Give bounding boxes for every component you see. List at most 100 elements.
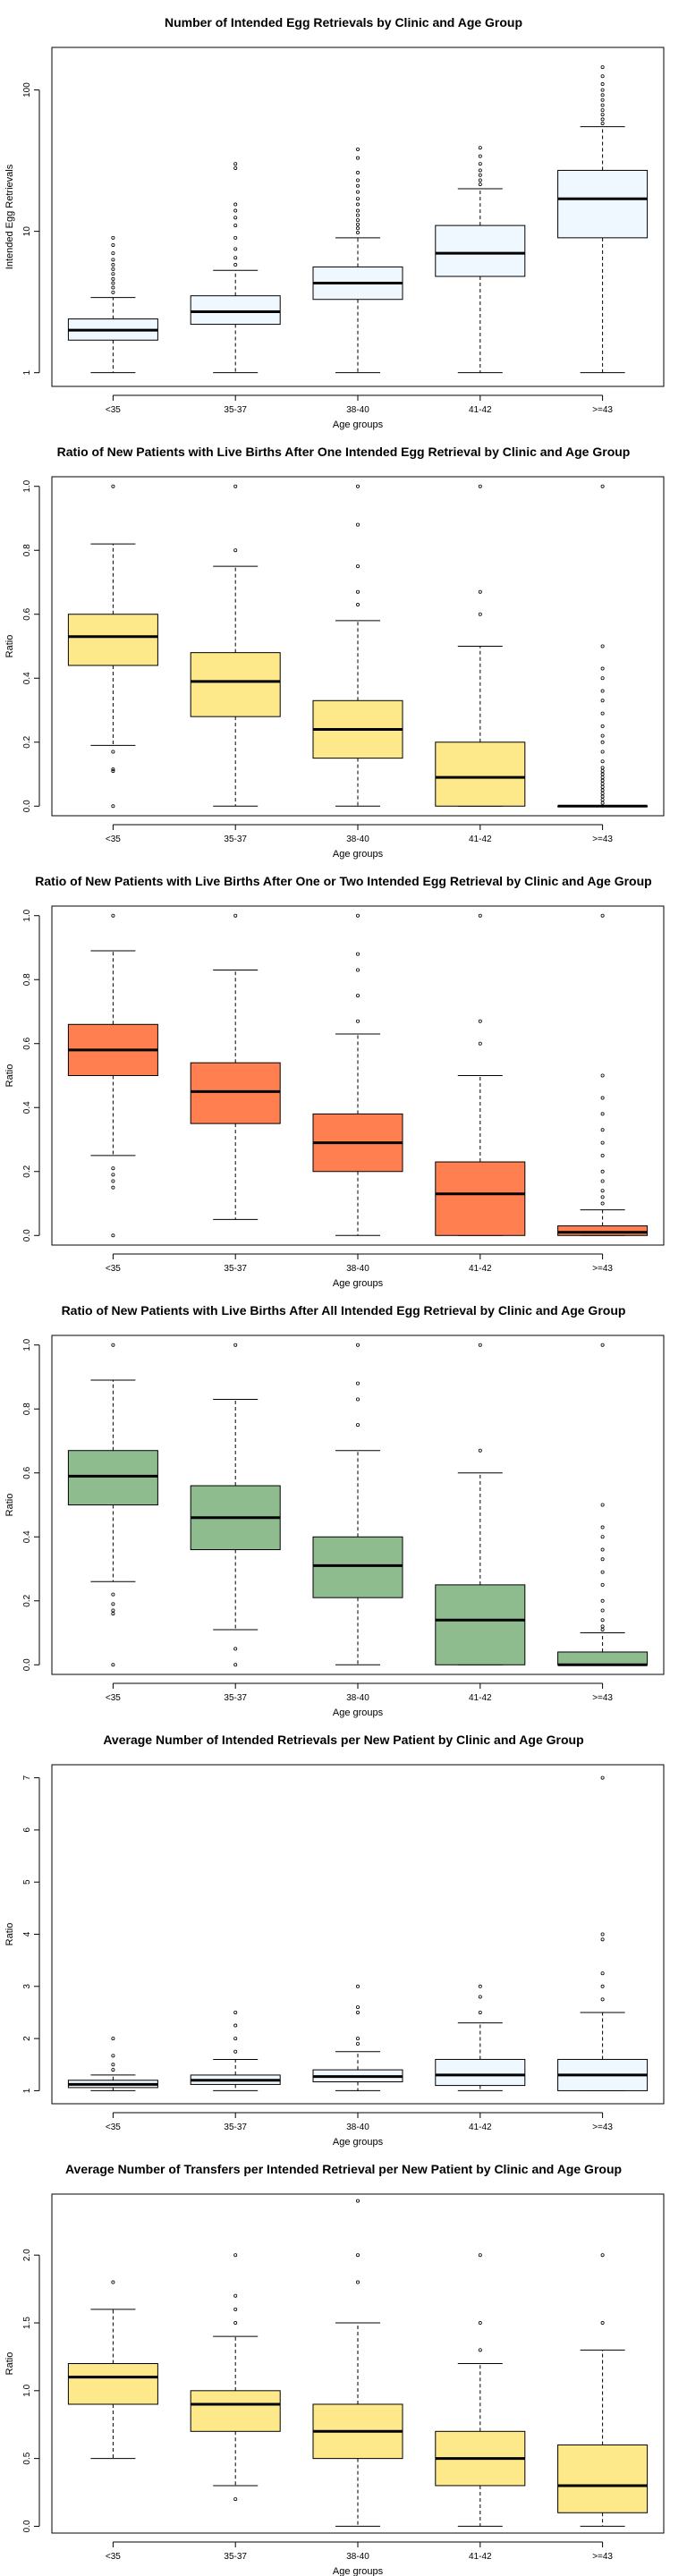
outlier-point <box>600 1582 605 1587</box>
outlier-point <box>600 1997 605 2002</box>
box-iqr <box>557 2444 649 2513</box>
x-tick-label: >=43 <box>592 2123 613 2132</box>
x-axis-label: Age groups <box>333 1278 384 1289</box>
outlier-point <box>600 1608 605 1613</box>
outlier-point <box>111 1233 115 1238</box>
outlier-point <box>478 2010 482 2014</box>
outlier-point <box>600 117 605 122</box>
box-iqr <box>67 614 158 666</box>
y-tick-label: 1.0 <box>22 909 32 921</box>
outlier-point <box>600 93 605 97</box>
outlier-point <box>600 1971 605 1976</box>
y-tick-label: 0.4 <box>22 1530 32 1543</box>
x-axis-label: Age groups <box>333 849 384 860</box>
box-group <box>435 1343 526 1665</box>
x-tick-label: 35-37 <box>224 2123 247 2132</box>
outlier-point <box>111 251 115 256</box>
outlier-point <box>478 2348 482 2352</box>
outlier-point <box>355 2005 360 2010</box>
y-tick-label: 0.8 <box>22 544 32 556</box>
y-tick-label: 0.8 <box>22 1402 32 1415</box>
outlier-point <box>600 1570 605 1574</box>
x-tick-label: >=43 <box>592 2552 613 2562</box>
box-group <box>190 1343 281 1667</box>
outlier-point <box>600 65 605 70</box>
outlier-point <box>600 1937 605 1942</box>
outlier-point <box>111 276 115 281</box>
outlier-point <box>600 97 605 102</box>
outlier-point <box>233 1663 238 1667</box>
outlier-point <box>233 2253 238 2258</box>
outlier-point <box>111 804 115 809</box>
outlier-point <box>355 202 360 207</box>
outlier-point <box>478 162 482 166</box>
chart-title: Ratio of New Patients with Live Births A… <box>57 445 631 459</box>
outlier-point <box>600 724 605 728</box>
outlier-point <box>600 1598 605 1603</box>
box-group <box>190 2010 281 2091</box>
outlier-point <box>600 113 605 117</box>
outlier-point <box>355 178 360 182</box>
box-group <box>67 2037 158 2091</box>
outlier-point <box>111 1185 115 1190</box>
x-tick-label: 41-42 <box>469 2552 492 2562</box>
chart-title: Ratio of New Patients with Live Births A… <box>62 1303 626 1318</box>
outlier-point <box>600 484 605 488</box>
outlier-point <box>600 794 605 799</box>
outlier-point <box>600 740 605 744</box>
outlier-point <box>355 994 360 998</box>
boxplot-chart: Ratio of New Patients with Live Births A… <box>4 445 665 860</box>
box-group <box>557 65 649 374</box>
outlier-point <box>111 2054 115 2058</box>
outlier-point <box>600 798 605 802</box>
x-tick-label: 35-37 <box>224 405 247 415</box>
x-tick-label: 35-37 <box>224 835 247 844</box>
x-tick-label: 38-40 <box>346 2552 369 2562</box>
outlier-point <box>600 1195 605 1199</box>
x-tick-label: >=43 <box>592 835 613 844</box>
outlier-point <box>233 208 238 213</box>
outlier-point <box>600 82 605 87</box>
outlier-point <box>600 1627 605 1631</box>
outlier-point <box>233 2010 238 2014</box>
y-axis-label: Ratio <box>4 1923 15 1946</box>
outlier-point <box>600 1153 605 1157</box>
box-group <box>67 1343 158 1667</box>
outlier-point <box>111 2063 115 2067</box>
outlier-point <box>111 1166 115 1171</box>
outlier-point <box>111 272 115 276</box>
outlier-point <box>600 1140 605 1145</box>
x-tick-label: 41-42 <box>469 405 492 415</box>
outlier-point <box>355 913 360 918</box>
outlier-point <box>233 548 238 553</box>
outlier-point <box>111 750 115 754</box>
box-group <box>67 235 158 374</box>
y-tick-label: 2.0 <box>22 2249 32 2261</box>
outlier-point <box>111 484 115 488</box>
y-tick-label: 0.8 <box>22 973 32 986</box>
y-tick-label: 0.0 <box>22 2520 32 2532</box>
box-group <box>557 484 649 808</box>
x-axis-label: Age groups <box>333 2566 384 2576</box>
outlier-point <box>111 281 115 285</box>
outlier-point <box>600 913 605 918</box>
box-group <box>557 913 649 1236</box>
outlier-point <box>600 775 605 780</box>
outlier-point <box>355 1019 360 1023</box>
y-tick-label: 10 <box>22 226 32 237</box>
outlier-point <box>600 772 605 776</box>
boxplot-chart: Number of Intended Egg Retrievals by Cli… <box>4 15 665 430</box>
outlier-point <box>600 759 605 764</box>
outlier-point <box>233 2293 238 2298</box>
chart-title: Number of Intended Egg Retrievals by Cli… <box>165 15 522 30</box>
box-iqr <box>190 652 281 717</box>
x-tick-label: 41-42 <box>469 1264 492 1274</box>
outlier-point <box>600 1618 605 1623</box>
x-axis-label: Age groups <box>333 2137 384 2148</box>
outlier-point <box>600 782 605 786</box>
outlier-point <box>600 1169 605 1174</box>
y-tick-label: 0.2 <box>22 1594 32 1606</box>
outlier-point <box>478 154 482 158</box>
outlier-point <box>355 603 360 607</box>
